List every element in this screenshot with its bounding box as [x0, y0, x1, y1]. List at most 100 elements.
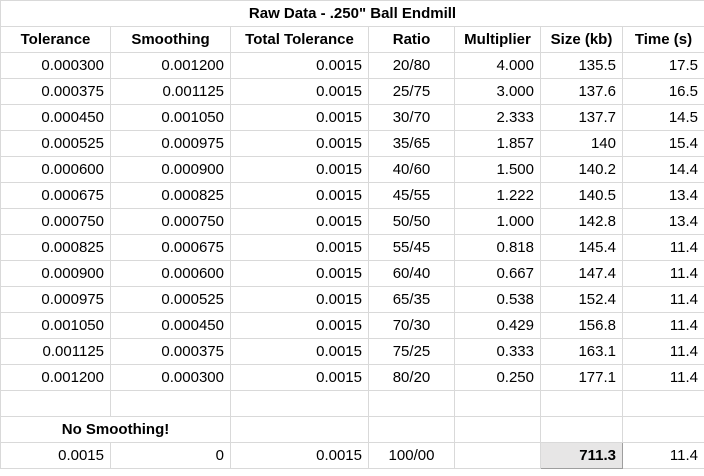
cell-multiplier[interactable]: 2.333	[454, 104, 541, 131]
column-header-ratio[interactable]: Ratio	[368, 26, 455, 53]
cell-size-kb[interactable]: 140.5	[540, 182, 623, 209]
cell-smoothing[interactable]: 0.000675	[110, 234, 231, 261]
empty-cell[interactable]	[110, 390, 231, 417]
empty-cell[interactable]	[454, 416, 541, 443]
cell-multiplier[interactable]: 0.667	[454, 260, 541, 287]
cell-tolerance[interactable]: 0.000825	[0, 234, 111, 261]
cell-ratio[interactable]: 55/45	[368, 234, 455, 261]
cell-multiplier[interactable]: 0.250	[454, 364, 541, 391]
cell-smoothing[interactable]: 0.000975	[110, 130, 231, 157]
cell-multiplier[interactable]: 1.857	[454, 130, 541, 157]
cell-ratio[interactable]: 35/65	[368, 130, 455, 157]
cell-time-s[interactable]: 13.4	[621, 182, 704, 209]
cell-ratio[interactable]: 25/75	[368, 78, 455, 105]
cell-ratio[interactable]: 40/60	[368, 156, 455, 183]
cell-tolerance[interactable]: 0.000975	[0, 286, 111, 313]
cell-time-s[interactable]: 14.4	[621, 156, 704, 183]
cell-size-kb[interactable]: 152.4	[540, 286, 623, 313]
column-header-size-kb[interactable]: Size (kb)	[540, 26, 623, 53]
cell-multiplier[interactable]: 0.333	[454, 338, 541, 365]
cell-time-s[interactable]: 11.4	[621, 260, 704, 287]
cell-total-tolerance[interactable]: 0.0015	[230, 338, 369, 365]
cell-smoothing[interactable]: 0.000525	[110, 286, 231, 313]
cell-multiplier[interactable]: 1.500	[454, 156, 541, 183]
cell-smoothing[interactable]: 0.000600	[110, 260, 231, 287]
empty-cell[interactable]	[540, 416, 623, 443]
cell-ratio[interactable]: 70/30	[368, 312, 455, 339]
cell-total-tolerance[interactable]: 0.0015	[230, 182, 369, 209]
cell-ratio[interactable]: 100/00	[368, 442, 455, 469]
cell-smoothing[interactable]: 0.000300	[110, 364, 231, 391]
cell-time-s[interactable]: 11.4	[621, 364, 704, 391]
cell-multiplier[interactable]: 4.000	[454, 52, 541, 79]
cell-ratio[interactable]: 80/20	[368, 364, 455, 391]
cell-smoothing[interactable]: 0.000750	[110, 208, 231, 235]
cell-ratio[interactable]: 45/55	[368, 182, 455, 209]
empty-cell[interactable]	[454, 390, 541, 417]
empty-cell[interactable]	[0, 390, 111, 417]
no-smoothing-label[interactable]: No Smoothing!	[0, 416, 231, 443]
empty-cell[interactable]	[621, 416, 704, 443]
cell-ratio[interactable]: 60/40	[368, 260, 455, 287]
cell-total-tolerance[interactable]: 0.0015	[230, 156, 369, 183]
cell-ratio[interactable]: 20/80	[368, 52, 455, 79]
column-header-total-tolerance[interactable]: Total Tolerance	[230, 26, 369, 53]
cell-size-kb[interactable]: 140	[540, 130, 623, 157]
cell-tolerance[interactable]: 0.001200	[0, 364, 111, 391]
cell-ratio[interactable]: 75/25	[368, 338, 455, 365]
cell-tolerance[interactable]: 0.001125	[0, 338, 111, 365]
cell-time-s[interactable]: 15.4	[621, 130, 704, 157]
cell-total-tolerance[interactable]: 0.0015	[230, 442, 369, 469]
empty-cell[interactable]	[230, 390, 369, 417]
highlighted-size-cell[interactable]: 711.3	[540, 442, 623, 469]
cell-size-kb[interactable]: 145.4	[540, 234, 623, 261]
cell-tolerance[interactable]: 0.000750	[0, 208, 111, 235]
cell-size-kb[interactable]: 142.8	[540, 208, 623, 235]
cell-size-kb[interactable]: 137.7	[540, 104, 623, 131]
cell-ratio[interactable]: 50/50	[368, 208, 455, 235]
cell-ratio[interactable]: 30/70	[368, 104, 455, 131]
cell-tolerance[interactable]: 0.000300	[0, 52, 111, 79]
cell-multiplier[interactable]: 3.000	[454, 78, 541, 105]
cell-size-kb[interactable]: 156.8	[540, 312, 623, 339]
cell-tolerance[interactable]: 0.000675	[0, 182, 111, 209]
cell-tolerance[interactable]: 0.000525	[0, 130, 111, 157]
cell-total-tolerance[interactable]: 0.0015	[230, 364, 369, 391]
cell-total-tolerance[interactable]: 0.0015	[230, 312, 369, 339]
cell-ratio[interactable]: 65/35	[368, 286, 455, 313]
cell-tolerance[interactable]: 0.000450	[0, 104, 111, 131]
cell-tolerance[interactable]: 0.001050	[0, 312, 111, 339]
cell-time-s[interactable]: 13.4	[621, 208, 704, 235]
cell-size-kb[interactable]: 140.2	[540, 156, 623, 183]
cell-tolerance[interactable]: 0.000900	[0, 260, 111, 287]
cell-total-tolerance[interactable]: 0.0015	[230, 104, 369, 131]
cell-size-kb[interactable]: 137.6	[540, 78, 623, 105]
cell-total-tolerance[interactable]: 0.0015	[230, 130, 369, 157]
cell-time-s[interactable]: 11.4	[621, 338, 704, 365]
cell-smoothing[interactable]: 0	[110, 442, 231, 469]
cell-smoothing[interactable]: 0.000375	[110, 338, 231, 365]
cell-tolerance[interactable]: 0.0015	[0, 442, 111, 469]
cell-multiplier[interactable]: 1.000	[454, 208, 541, 235]
cell-multiplier[interactable]: 1.222	[454, 182, 541, 209]
cell-total-tolerance[interactable]: 0.0015	[230, 260, 369, 287]
column-header-smoothing[interactable]: Smoothing	[110, 26, 231, 53]
cell-smoothing[interactable]: 0.001200	[110, 52, 231, 79]
empty-cell[interactable]	[230, 416, 369, 443]
cell-total-tolerance[interactable]: 0.0015	[230, 78, 369, 105]
empty-cell[interactable]	[621, 390, 704, 417]
cell-size-kb[interactable]: 135.5	[540, 52, 623, 79]
cell-size-kb[interactable]: 163.1	[540, 338, 623, 365]
empty-cell[interactable]	[368, 416, 455, 443]
cell-time-s[interactable]: 11.4	[621, 442, 704, 469]
empty-cell[interactable]	[540, 390, 623, 417]
empty-cell[interactable]	[368, 390, 455, 417]
cell-size-kb[interactable]: 177.1	[540, 364, 623, 391]
cell-multiplier[interactable]	[454, 442, 541, 469]
sheet-title[interactable]: Raw Data - .250" Ball Endmill	[0, 0, 704, 27]
column-header-time-s[interactable]: Time (s)	[621, 26, 704, 53]
cell-smoothing[interactable]: 0.001125	[110, 78, 231, 105]
cell-total-tolerance[interactable]: 0.0015	[230, 208, 369, 235]
cell-time-s[interactable]: 14.5	[621, 104, 704, 131]
cell-multiplier[interactable]: 0.538	[454, 286, 541, 313]
